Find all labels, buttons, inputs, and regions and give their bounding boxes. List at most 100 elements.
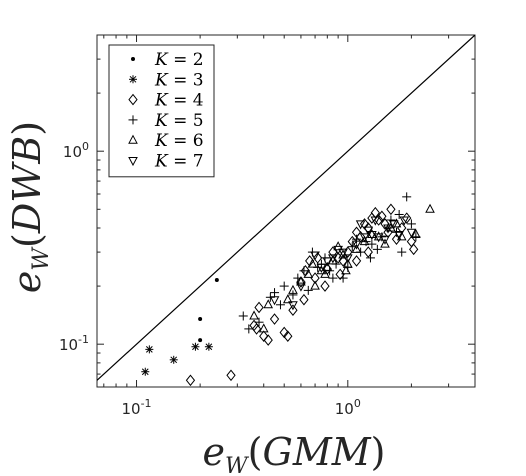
data-point-triangle-up-4 [288, 284, 298, 294]
data-points-layer [141, 192, 435, 387]
data-point-triangle-up-1 [258, 323, 269, 333]
data-point-plus-30 [402, 192, 412, 202]
data-point-triangle-down-22 [355, 220, 366, 230]
data-point-diamond-19 [333, 252, 343, 264]
data-point-diamond-9 [283, 330, 293, 342]
y-tick-label: 100 [63, 140, 89, 161]
data-point-diamond-6 [263, 334, 273, 346]
data-point-diamond-36 [402, 212, 412, 224]
legend-marker-diamond [128, 93, 138, 106]
data-point-diamond-4 [254, 301, 264, 314]
legend-marker-asterisk [129, 75, 137, 84]
data-point-diamond-21 [343, 246, 353, 258]
data-point-triangle-up-13 [338, 249, 348, 259]
data-point-diamond-28 [370, 206, 380, 219]
data-point-plus-27 [391, 227, 401, 237]
data-point-triangle-up-25 [320, 268, 330, 278]
data-point-triangle-up-0 [249, 310, 259, 320]
legend-label: K = 4 [154, 91, 204, 111]
data-point-dot-2 [198, 338, 203, 343]
data-point-plus-1 [244, 324, 254, 334]
data-point-diamond-30 [377, 210, 387, 223]
data-point-diamond-33 [386, 203, 396, 216]
data-point-diamond-42 [299, 293, 309, 306]
data-point-triangle-up-26 [341, 265, 351, 275]
axis-labels: eW(GMM) eW(DWB) [5, 121, 385, 476]
data-point-dot-1 [198, 317, 203, 322]
legend-marker-triangle-down [128, 157, 138, 167]
x-tick-label: 10-1 [121, 397, 151, 418]
data-point-triangle-down-2 [296, 282, 306, 292]
data-point-plus-29 [397, 247, 407, 257]
data-point-asterisk-2 [169, 355, 178, 364]
data-point-asterisk-4 [204, 342, 213, 351]
data-point-plus-0 [238, 311, 248, 321]
data-point-diamond-16 [320, 280, 330, 292]
data-point-plus-32 [411, 232, 421, 242]
data-point-triangle-up-22 [396, 231, 407, 241]
data-point-triangle-down-4 [316, 263, 327, 273]
x-tick-label: 100 [335, 397, 361, 418]
data-point-triangle-down-21 [370, 216, 381, 226]
data-point-dot-0 [214, 278, 219, 283]
data-point-diamond-14 [310, 272, 320, 284]
data-point-triangle-down-1 [288, 301, 298, 311]
ticks-layer: 10-1 100 10-1 100 [59, 35, 475, 418]
data-point-plus-22 [367, 239, 377, 249]
data-point-triangle-up-8 [310, 280, 320, 290]
legend-label: K = 5 [154, 111, 204, 131]
data-point-plus-34 [328, 273, 338, 283]
data-point-plus-31 [406, 219, 416, 229]
data-point-triangle-down-3 [310, 251, 320, 261]
data-point-triangle-down-0 [269, 296, 280, 306]
data-point-diamond-31 [380, 218, 390, 230]
data-point-triangle-down-11 [359, 233, 370, 243]
data-point-diamond-7 [269, 313, 280, 325]
y-tick-label: 10-1 [59, 333, 89, 354]
reference-line-layer [97, 35, 475, 382]
data-point-triangle-down-14 [373, 233, 384, 243]
data-point-diamond-10 [288, 304, 298, 317]
data-point-diamond-3 [251, 323, 262, 335]
data-point-triangle-down-9 [342, 254, 353, 264]
data-point-diamond-39 [363, 246, 373, 258]
data-point-triangle-up-2 [263, 299, 274, 309]
data-point-triangle-up-15 [351, 243, 362, 253]
data-point-triangle-down-20 [406, 228, 417, 238]
data-point-triangle-up-11 [328, 255, 338, 265]
data-point-plus-35 [365, 253, 375, 263]
data-point-triangle-down-13 [367, 231, 377, 241]
data-point-triangle-up-6 [303, 268, 314, 278]
data-point-triangle-up-23 [411, 228, 421, 239]
data-point-diamond-29 [374, 214, 384, 226]
data-point-plus-4 [270, 288, 280, 298]
data-point-asterisk-3 [191, 342, 200, 351]
y-axis-label: eW(DWB) [5, 121, 54, 293]
data-point-triangle-down-16 [383, 224, 393, 234]
data-point-triangle-up-16 [359, 236, 370, 246]
legend-marker-triangle-up [128, 134, 138, 144]
data-point-plus-7 [288, 290, 298, 300]
data-point-triangle-down-8 [338, 248, 348, 258]
data-point-triangle-up-10 [322, 261, 333, 271]
data-point-diamond-40 [351, 255, 362, 267]
legend-marker-plus [128, 115, 138, 125]
reference-line [97, 35, 475, 382]
data-point-diamond-38 [409, 243, 419, 256]
data-point-triangle-up-24 [425, 203, 435, 213]
data-point-plus-9 [299, 266, 309, 276]
legend-label: K = 2 [154, 50, 204, 70]
legend: K = 2K = 3K = 4K = 5K = 6K = 7 [108, 44, 215, 178]
data-point-plus-28 [394, 209, 404, 219]
data-point-triangle-down-5 [322, 257, 333, 267]
data-point-triangle-down-6 [328, 254, 338, 264]
data-point-plus-16 [338, 273, 348, 283]
data-point-triangle-up-3 [282, 294, 293, 304]
legend-marker-dot [131, 57, 135, 61]
data-point-triangle-down-17 [388, 220, 399, 230]
legend-label: K = 6 [154, 131, 204, 151]
data-point-plus-5 [275, 300, 285, 310]
data-point-triangle-down-10 [351, 240, 362, 250]
data-point-triangle-up-5 [296, 276, 306, 286]
